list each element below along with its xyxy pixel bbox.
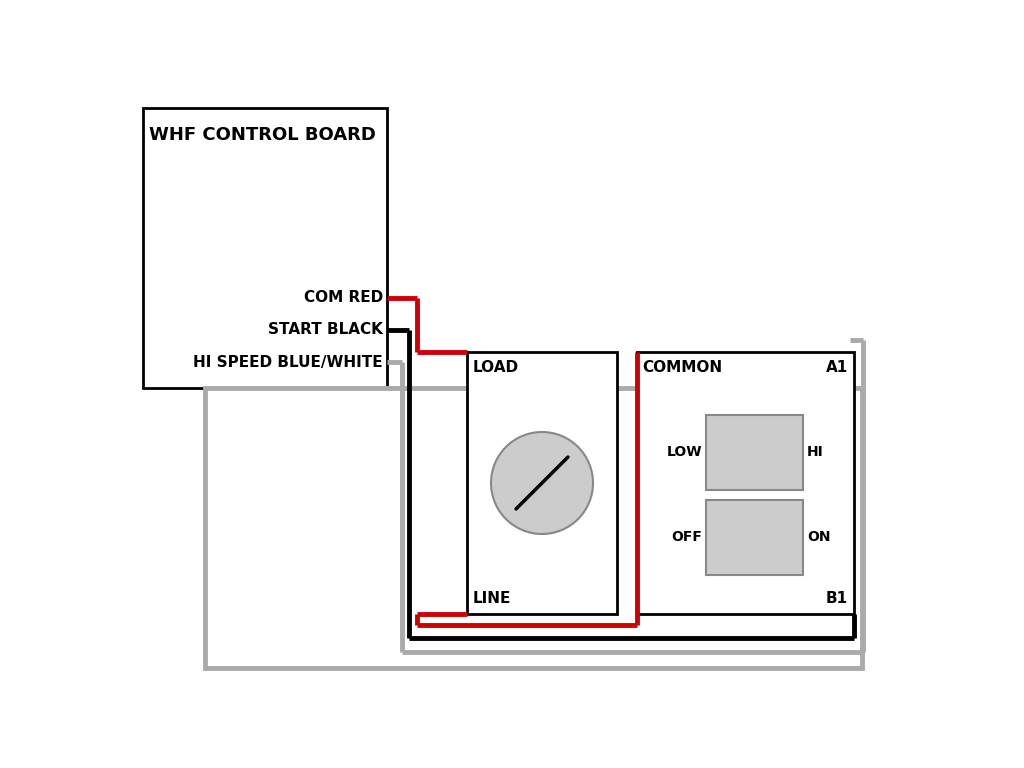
Bar	[143, 108, 387, 388]
Text: OFF: OFF	[671, 530, 701, 544]
Text: LOW: LOW	[667, 445, 701, 459]
Text: HI: HI	[807, 445, 823, 459]
Bar	[467, 352, 617, 614]
Text: COM RED: COM RED	[304, 290, 383, 306]
Text: B1: B1	[826, 591, 848, 606]
Text: ON: ON	[807, 530, 830, 544]
Text: LOAD: LOAD	[473, 360, 519, 375]
Text: LINE: LINE	[473, 591, 511, 606]
Text: HI SPEED BLUE/WHITE: HI SPEED BLUE/WHITE	[194, 355, 383, 369]
Text: WHF CONTROL BOARD: WHF CONTROL BOARD	[150, 126, 376, 144]
Bar	[706, 415, 803, 490]
Text: START BLACK: START BLACK	[268, 323, 383, 337]
Bar	[205, 388, 861, 668]
Bar	[706, 500, 803, 575]
Text: A1: A1	[825, 360, 848, 375]
Bar	[637, 352, 854, 614]
Text: COMMON: COMMON	[642, 360, 723, 375]
Circle shape	[490, 432, 593, 534]
